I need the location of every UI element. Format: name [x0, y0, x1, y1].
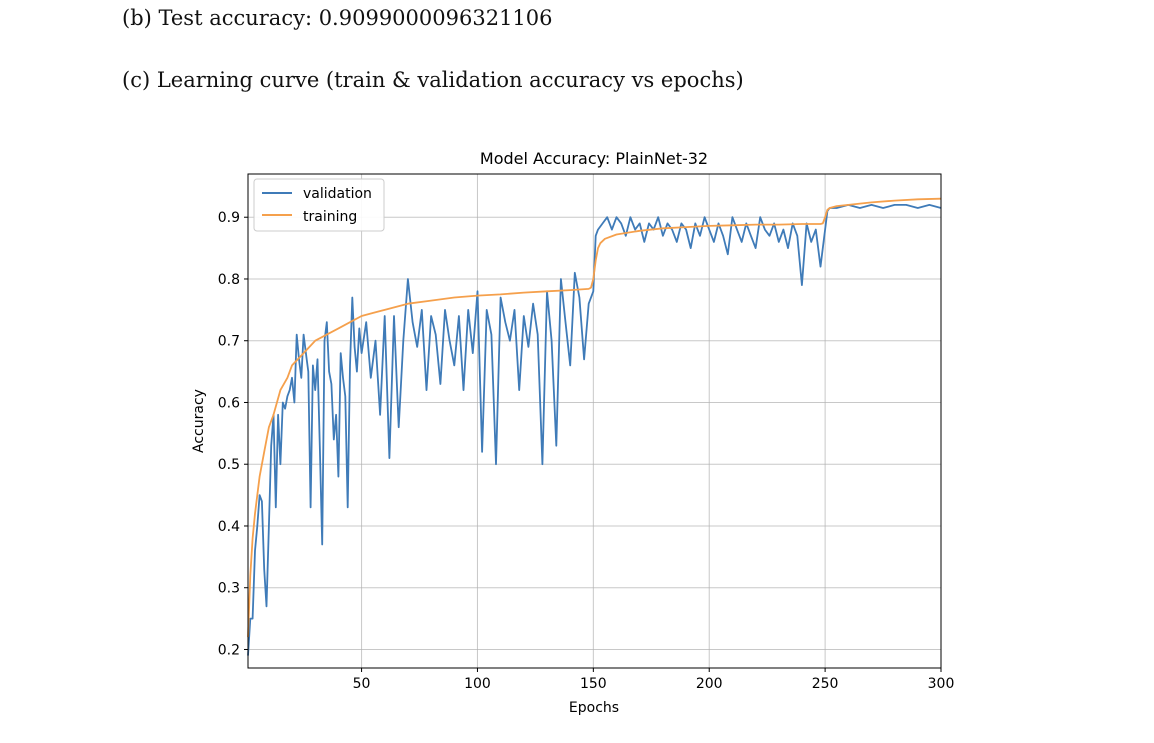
x-tick-label: 250 — [812, 676, 839, 692]
series-line-validation — [247, 203, 942, 656]
x-tick-label: 100 — [464, 676, 491, 692]
x-tick-label: 300 — [928, 676, 955, 692]
axis-ticks: 50 100 150 200 250 300 0.2 0.3 0.4 0.5 0.6 0.7 0.8 0.… — [218, 210, 955, 692]
y-tick-label: 0.8 — [218, 272, 240, 288]
plot-frame — [247, 173, 942, 669]
y-tick-label: 0.7 — [218, 334, 240, 350]
x-tick-label: 150 — [580, 676, 607, 692]
legend: validation training — [253, 178, 385, 232]
y-tick-label: 0.9 — [218, 210, 240, 226]
test-accuracy-line: (b) Test accuracy: 0.9099000096321106 — [122, 6, 553, 30]
legend-label-training: training — [303, 209, 357, 225]
y-tick-label: 0.6 — [218, 395, 240, 411]
x-tick-label: 50 — [353, 676, 371, 692]
x-axis-label: Epochs — [569, 700, 619, 716]
chart-title: Model Accuracy: PlainNet-32 — [480, 149, 708, 168]
x-tick-label: 200 — [696, 676, 723, 692]
learning-curve-caption: (c) Learning curve (train & validation a… — [122, 68, 744, 92]
legend-label-validation: validation — [303, 186, 372, 202]
y-tick-label: 0.2 — [218, 642, 240, 658]
y-axis-label: Accuracy — [191, 389, 207, 453]
y-tick-label: 0.3 — [218, 581, 240, 597]
series-lines — [247, 197, 942, 656]
y-tick-label: 0.5 — [218, 457, 240, 473]
y-tick-label: 0.4 — [218, 519, 240, 535]
series-line-training — [247, 197, 942, 638]
